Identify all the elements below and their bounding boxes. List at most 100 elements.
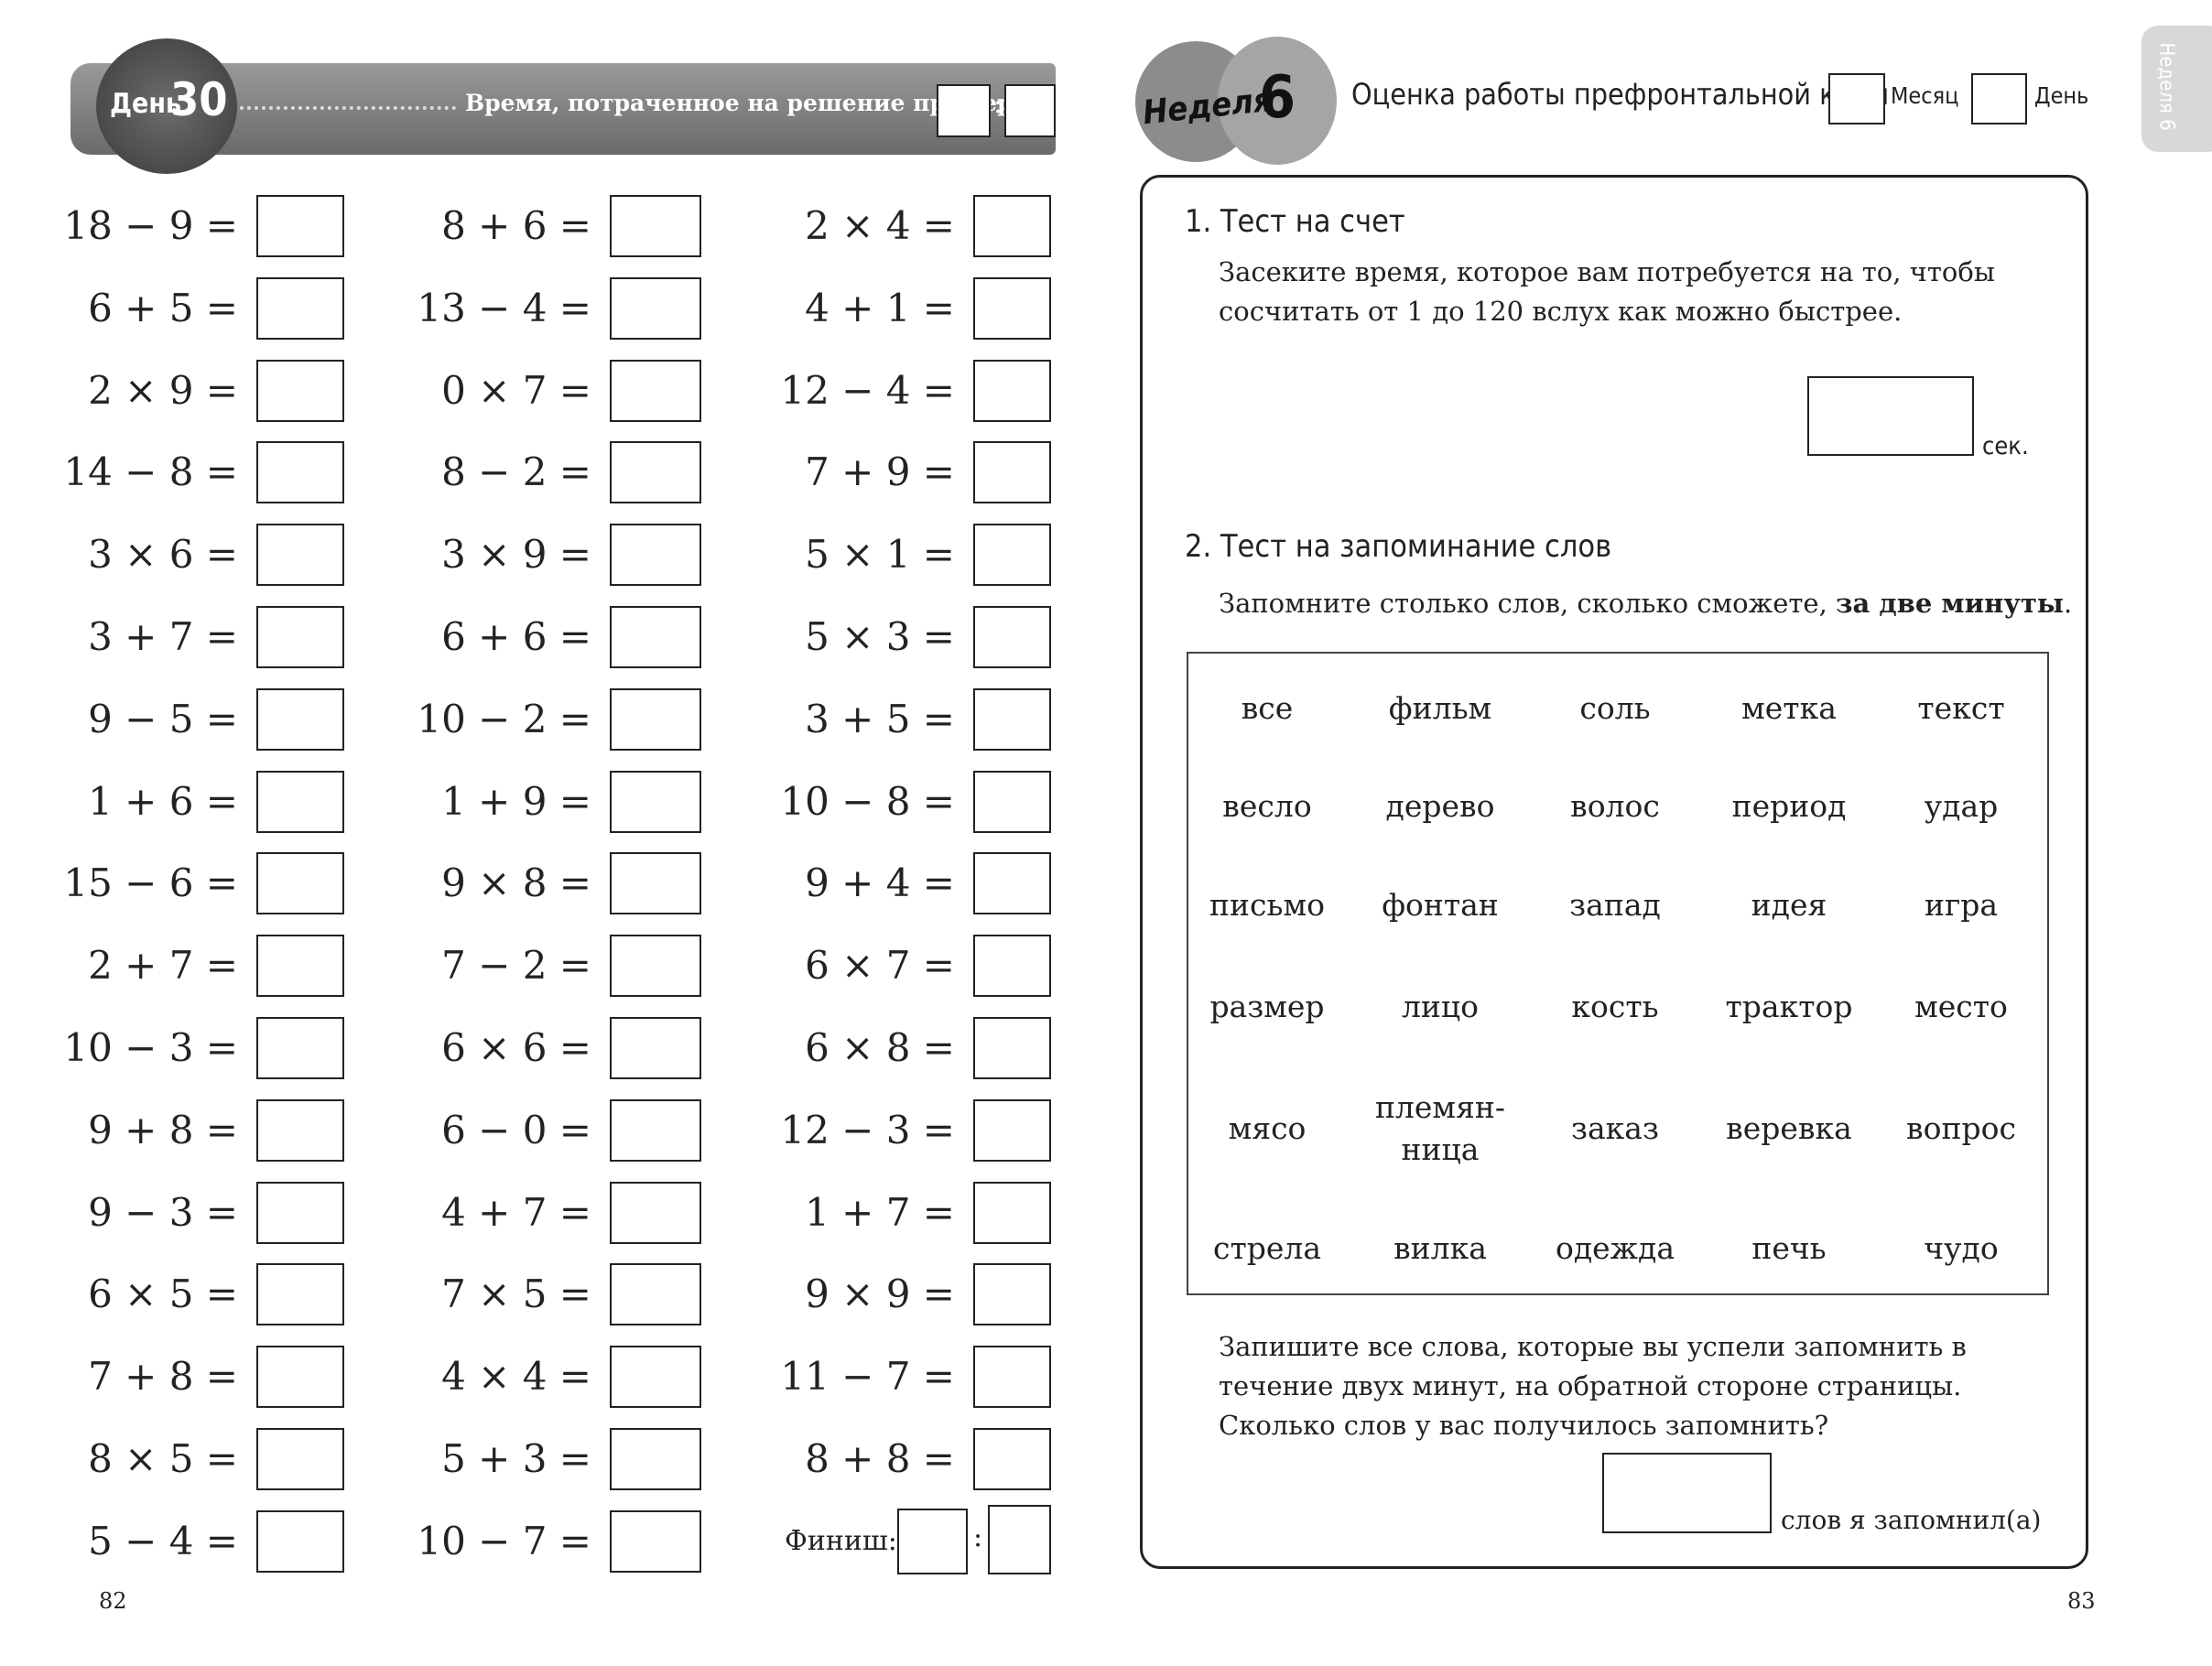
math-problem: 11 − 7 = [780,1354,955,1400]
math-problem: 5 + 3 = [441,1436,591,1481]
word: веревка [1726,1110,1852,1146]
answer-box [973,1098,1051,1162]
math-problem: 9 × 9 = [805,1271,955,1317]
word: место [1914,989,2008,1024]
day-number: 30 [170,73,228,126]
word: фильм [1388,690,1492,726]
answer-box [256,852,344,915]
instruction: Запомните столько слов, сколько сможете,… [1219,584,2072,623]
answer-box [973,1181,1051,1244]
word: волос [1570,788,1660,824]
answer-box [973,1263,1051,1326]
word: идея [1751,887,1827,923]
math-problem: 4 + 7 = [441,1189,591,1235]
answer-box [1004,84,1056,137]
word: метка [1741,690,1837,726]
answer-box [610,524,701,587]
answer-box [973,852,1051,915]
answer-box [610,1017,701,1079]
math-problem: 10 − 8 = [780,778,955,824]
finish-label: Финиш: [785,1524,897,1557]
math-problem: 0 × 7 = [441,367,591,413]
word: чудо [1924,1230,1999,1266]
math-problem: 5 × 3 = [805,614,955,659]
answer-box [1828,73,1885,124]
answer-box [610,1346,701,1409]
answer-box [610,359,701,422]
math-problem: 4 + 1 = [805,285,955,330]
math-problem: 9 + 8 = [88,1107,238,1152]
section-heading: 1. Тест на счет [1185,203,1405,240]
day-circle [96,38,237,174]
math-problem: 8 − 2 = [441,449,591,495]
answer-box [610,1181,701,1244]
math-problem: 9 + 4 = [805,860,955,906]
word: фонтан [1382,887,1499,923]
answer-box [610,1428,701,1490]
recall-text: Запишите все слова, которые вы успели за… [1219,1331,1967,1441]
math-problem: 3 + 5 = [805,696,955,741]
math-problem: 3 × 6 = [88,532,238,578]
math-problem: 7 + 8 = [88,1354,238,1400]
answer-box [973,359,1051,422]
word: соль [1579,690,1651,726]
math-problem: 6 + 6 = [441,614,591,659]
unit-label: слов я запомнил(а) [1781,1505,2042,1535]
word: все [1241,690,1294,726]
answer-box [256,276,344,340]
math-problem: 12 − 3 = [780,1107,955,1152]
math-problem: 6 + 5 = [88,285,238,330]
page-number: 82 [99,1588,127,1614]
answer-box [610,1098,701,1162]
math-problem: 10 − 3 = [63,1025,238,1070]
answer-box [610,935,701,998]
answer-box [610,687,701,751]
word: вопрос [1906,1110,2016,1146]
word: племян- ница [1374,1089,1506,1167]
answer-box [610,1263,701,1326]
word: весло [1222,788,1312,824]
math-problem: 8 + 6 = [441,203,591,248]
math-problem: 14 − 8 = [63,449,238,495]
month-label: Месяц [1891,82,1959,109]
dotted-line [240,106,456,110]
word: трактор [1725,989,1853,1024]
math-problem: 10 − 7 = [417,1518,591,1563]
math-problem: 10 − 2 = [417,696,591,741]
side-tab [2142,26,2212,152]
answer-box [256,935,344,998]
math-problem: 7 − 2 = [441,943,591,989]
answer-box [256,1263,344,1326]
answer-box [610,852,701,915]
unit-label: сек. [1982,432,2029,460]
word: текст [1917,690,2005,726]
answer-box [973,606,1051,668]
word: печь [1751,1230,1827,1266]
word: одежда [1555,1230,1675,1266]
page-title: Оценка работы префронтальной коры [1351,77,1890,112]
math-problem: 9 × 8 = [441,860,591,906]
answer-box [937,84,991,137]
word: запад [1569,887,1661,923]
answer-box [973,1017,1051,1079]
instruction-part: Запомните столько слов, сколько сможете, [1219,588,1837,619]
word: письмо [1209,887,1325,923]
math-problem: 5 × 1 = [805,532,955,578]
math-problem: 9 − 5 = [88,696,238,741]
section-text: Засеките время, которое вам потребуется … [1219,256,1995,327]
answer-box [256,1017,344,1079]
colon: : [973,1520,983,1553]
instruction-part: за две минуты [1836,588,2064,619]
answer-box [256,1181,344,1244]
answer-box [1602,1453,1772,1533]
answer-box [610,276,701,340]
math-problem: 1 + 7 = [805,1189,955,1235]
math-problem: 2 × 9 = [88,367,238,413]
math-problem: 15 − 6 = [63,860,238,906]
math-problem: 1 + 9 = [441,778,591,824]
math-problem: 8 × 5 = [88,1436,238,1481]
math-problem: 2 × 4 = [805,203,955,248]
answer-box [256,770,344,833]
answer-box [256,1509,344,1573]
answer-box [256,524,344,587]
